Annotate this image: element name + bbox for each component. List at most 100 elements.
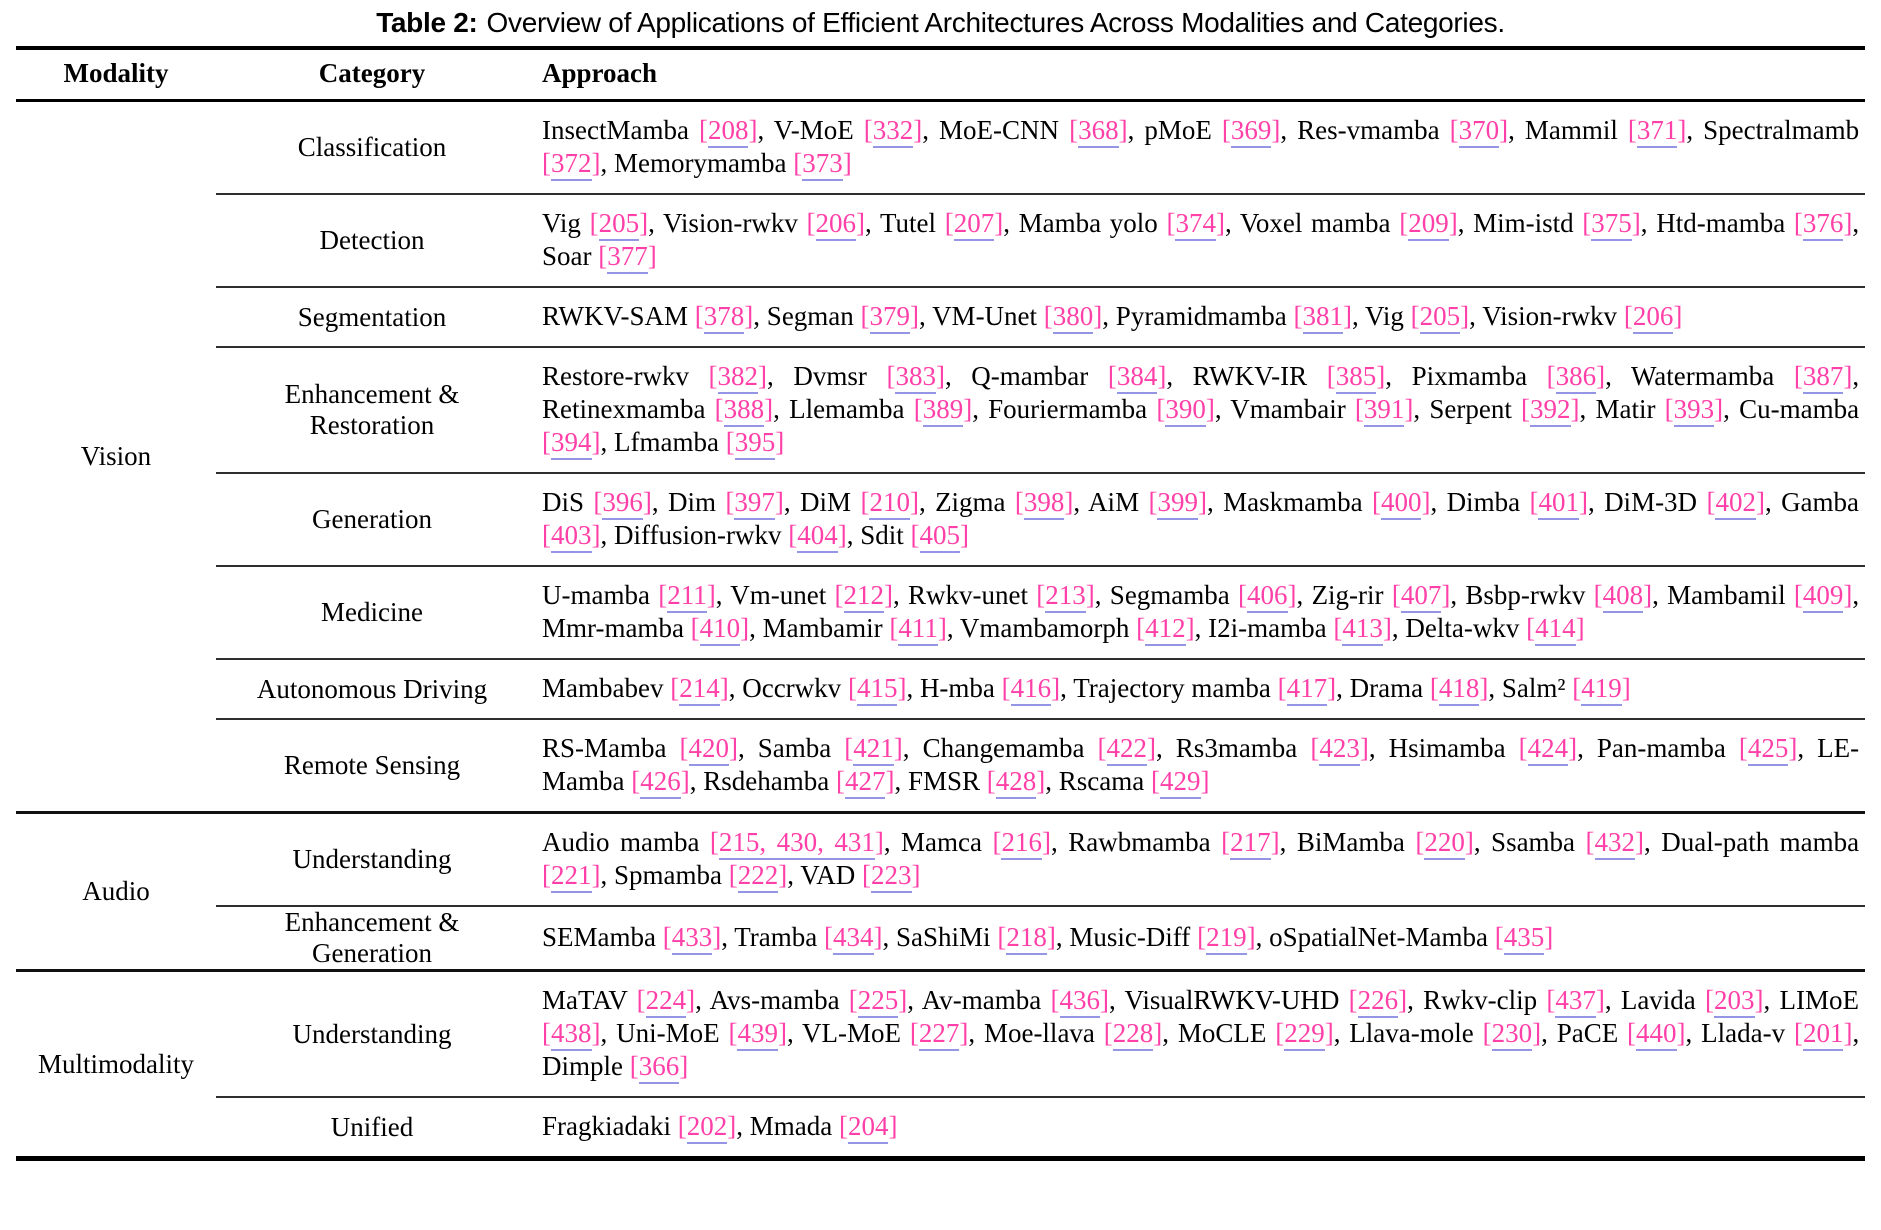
citation-link[interactable]: [412] <box>1136 613 1195 646</box>
citation-link[interactable]: [368] <box>1069 115 1128 148</box>
citation-link[interactable]: [401] <box>1529 487 1588 520</box>
citation-link[interactable]: [417] <box>1278 673 1336 706</box>
citation-number[interactable]: 397 <box>734 487 775 520</box>
citation-number[interactable]: 381 <box>1302 301 1344 334</box>
citation-number[interactable]: 230 <box>1491 1018 1533 1051</box>
citation-link[interactable]: [227] <box>910 1018 968 1051</box>
citation-link[interactable]: [433] <box>663 922 721 955</box>
citation-link[interactable]: [380] <box>1044 301 1102 334</box>
citation-number[interactable]: 214 <box>679 673 720 706</box>
citation-number[interactable]: 392 <box>1530 394 1571 427</box>
citation-number[interactable]: 406 <box>1247 580 1288 613</box>
citation-number[interactable]: 421 <box>853 733 894 766</box>
citation-link[interactable]: [369] <box>1222 115 1280 148</box>
citation-link[interactable]: [387] <box>1794 361 1852 394</box>
citation-number[interactable]: 393 <box>1673 394 1715 427</box>
citation-link[interactable]: [391] <box>1355 394 1413 427</box>
citation-number[interactable]: 332 <box>872 115 914 148</box>
citation-link[interactable]: [384] <box>1108 361 1166 394</box>
citation-number[interactable]: 371 <box>1636 115 1678 148</box>
citation-link[interactable]: [201] <box>1794 1018 1852 1051</box>
citation-number[interactable]: 217 <box>1230 827 1271 860</box>
citation-number[interactable]: 207 <box>953 208 995 241</box>
citation-link[interactable]: [411] <box>889 613 947 646</box>
citation-link[interactable]: [399] <box>1148 487 1207 520</box>
citation-number[interactable]: 437 <box>1555 985 1596 1018</box>
citation-number[interactable]: 205 <box>1419 301 1461 334</box>
citation-link[interactable]: [429] <box>1151 766 1210 799</box>
citation-link[interactable]: [420] <box>680 733 738 766</box>
citation-number[interactable]: 419 <box>1581 673 1622 706</box>
citation-link[interactable]: [378] <box>695 301 753 334</box>
citation-link[interactable]: [217] <box>1221 827 1280 860</box>
citation-link[interactable]: [376] <box>1794 208 1852 241</box>
citation-number[interactable]: 417 <box>1286 673 1328 706</box>
citation-number[interactable]: 366 <box>638 1051 680 1084</box>
citation-link[interactable]: [426] <box>631 766 690 799</box>
citation-number[interactable]: 201 <box>1802 1018 1844 1051</box>
citation-number[interactable]: 388 <box>723 394 765 427</box>
citation-link[interactable]: [377] <box>598 241 657 274</box>
citation-number[interactable]: 378 <box>703 301 745 334</box>
citation-link[interactable]: [205] <box>590 208 648 241</box>
citation-link[interactable]: [382] <box>709 361 767 394</box>
citation-number[interactable]: 218 <box>1006 922 1047 955</box>
citation-number[interactable]: 428 <box>995 766 1037 799</box>
citation-number[interactable]: 372 <box>551 148 592 181</box>
citation-link[interactable]: [423] <box>1310 733 1369 766</box>
citation-link[interactable]: [419] <box>1572 673 1631 706</box>
citation-link[interactable]: [390] <box>1156 394 1215 427</box>
citation-number[interactable]: 205 <box>598 208 640 241</box>
citation-number[interactable]: 434 <box>833 922 874 955</box>
citation-link[interactable]: [366] <box>630 1051 688 1084</box>
citation-link[interactable]: [204] <box>839 1111 897 1144</box>
citation-link[interactable]: [415] <box>848 673 906 706</box>
citation-number[interactable]: 404 <box>797 520 838 553</box>
citation-number[interactable]: 411 <box>898 613 938 646</box>
citation-number[interactable]: 385 <box>1335 361 1377 394</box>
citation-link[interactable]: [210] <box>860 487 919 520</box>
citation-number[interactable]: 391 <box>1363 394 1405 427</box>
citation-number[interactable]: 215, 430, 431 <box>718 827 875 860</box>
citation-number[interactable]: 400 <box>1380 487 1422 520</box>
citation-link[interactable]: [224] <box>637 985 695 1018</box>
citation-number[interactable]: 426 <box>640 766 681 799</box>
citation-link[interactable]: [205] <box>1411 301 1469 334</box>
citation-link[interactable]: [392] <box>1521 394 1580 427</box>
citation-number[interactable]: 216 <box>1001 827 1042 860</box>
citation-link[interactable]: [371] <box>1628 115 1686 148</box>
citation-link[interactable]: [421] <box>844 733 903 766</box>
citation-number[interactable]: 383 <box>895 361 936 394</box>
citation-link[interactable]: [202] <box>678 1111 736 1144</box>
citation-number[interactable]: 384 <box>1116 361 1158 394</box>
citation-link[interactable]: [216] <box>992 827 1051 860</box>
citation-number[interactable]: 416 <box>1010 673 1052 706</box>
citation-number[interactable]: 226 <box>1357 985 1399 1018</box>
citation-number[interactable]: 228 <box>1112 1018 1154 1051</box>
citation-link[interactable]: [226] <box>1349 985 1407 1018</box>
citation-link[interactable]: [230] <box>1483 1018 1541 1051</box>
citation-link[interactable]: [218] <box>997 922 1056 955</box>
citation-link[interactable]: [219] <box>1197 922 1256 955</box>
citation-number[interactable]: 203 <box>1714 985 1755 1018</box>
citation-link[interactable]: [395] <box>726 427 784 460</box>
citation-number[interactable]: 402 <box>1715 487 1756 520</box>
citation-link[interactable]: [332] <box>864 115 922 148</box>
citation-number[interactable]: 403 <box>551 520 592 553</box>
citation-link[interactable]: [372] <box>542 148 601 181</box>
citation-link[interactable]: [222] <box>729 860 787 893</box>
citation-link[interactable]: [388] <box>715 394 773 427</box>
citation-link[interactable]: [383] <box>886 361 945 394</box>
citation-link[interactable]: [225] <box>849 985 907 1018</box>
citation-number[interactable]: 229 <box>1284 1018 1325 1051</box>
citation-number[interactable]: 209 <box>1408 208 1449 241</box>
citation-link[interactable]: [208] <box>699 115 757 148</box>
citation-link[interactable]: [432] <box>1586 827 1644 860</box>
citation-number[interactable]: 427 <box>844 766 886 799</box>
citation-link[interactable]: [223] <box>862 860 921 893</box>
citation-link[interactable]: [220] <box>1415 827 1474 860</box>
citation-number[interactable]: 377 <box>607 241 648 274</box>
citation-link[interactable]: [436] <box>1051 985 1109 1018</box>
citation-number[interactable]: 369 <box>1230 115 1272 148</box>
citation-link[interactable]: [214] <box>670 673 729 706</box>
